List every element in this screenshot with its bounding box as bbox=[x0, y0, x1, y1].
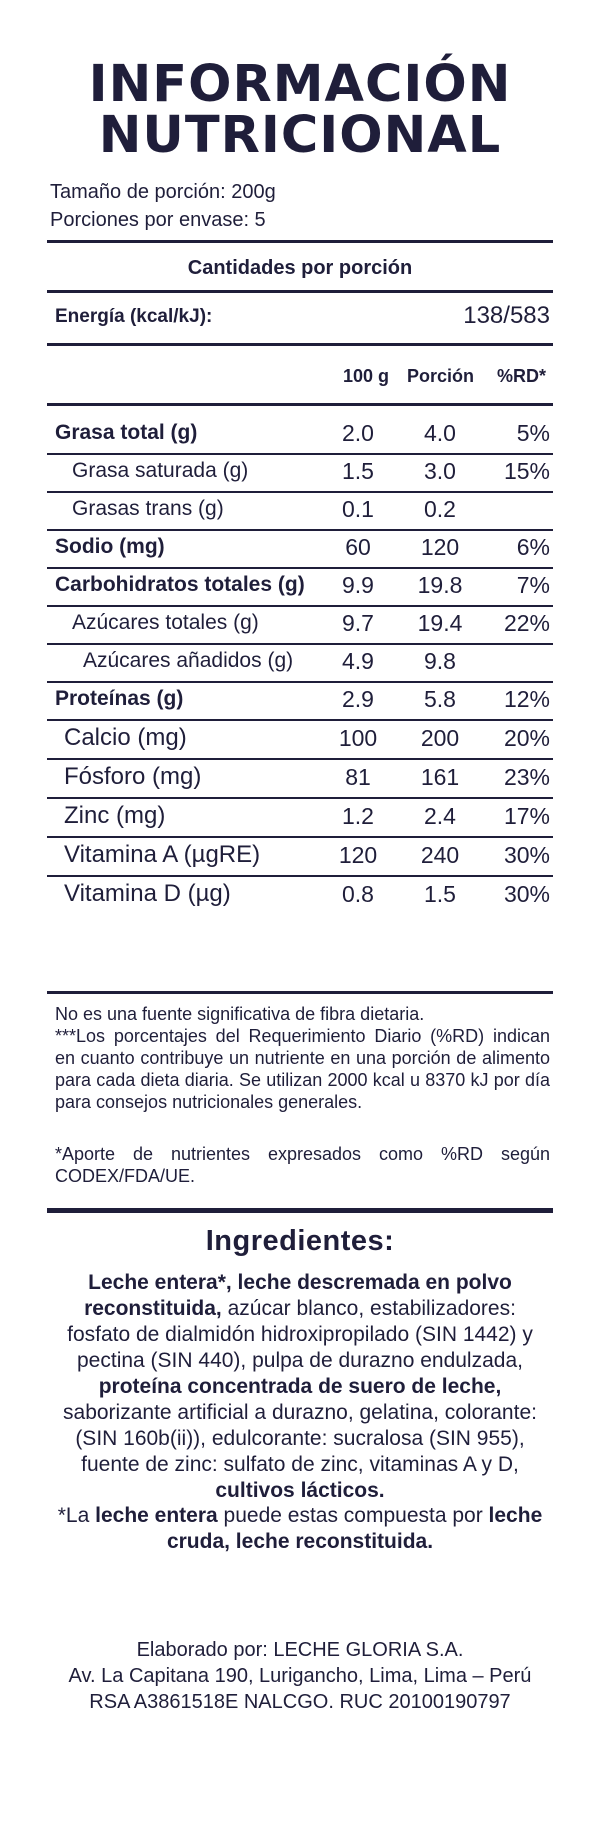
value-per-100g: 4.9 bbox=[342, 648, 374, 674]
whole-milk-note-b: leche entera bbox=[95, 1504, 218, 1527]
manufacturer-info: Elaborado por: LECHE GLORIA S.A. Av. La … bbox=[60, 1637, 540, 1715]
value-rd-percent: 17% bbox=[503, 803, 550, 829]
energy-value: 138/583 bbox=[463, 302, 550, 329]
nutrient-name: Grasas trans (g) bbox=[72, 497, 224, 520]
divider bbox=[47, 240, 553, 243]
column-header-rd: %RD* bbox=[497, 366, 547, 386]
value-per-100g: 0.8 bbox=[342, 881, 374, 907]
title-line-1: INFORMACIÓN bbox=[88, 55, 512, 114]
rd-explanation-note: ***Los porcentajes del Requerimiento Dia… bbox=[55, 1026, 550, 1112]
value-rd-percent: 5% bbox=[516, 420, 550, 446]
nutrient-name: Carbohidratos totales (g) bbox=[55, 573, 305, 596]
nutrient-name: Fósforo (mg) bbox=[64, 763, 202, 790]
value-per-100g: 1.2 bbox=[342, 803, 374, 829]
codex-note: *Aporte de nutrientes expresados como %R… bbox=[55, 1144, 550, 1186]
value-per-100g: 60 bbox=[345, 534, 371, 560]
value-rd-percent: 6% bbox=[516, 534, 550, 560]
value-per-portion: 0.2 bbox=[424, 496, 456, 522]
row-divider bbox=[47, 529, 553, 531]
value-rd-percent: 22% bbox=[503, 610, 550, 636]
value-per-100g: 100 bbox=[338, 725, 378, 751]
ingredient-bold-3: proteína concentrada de suero de leche, bbox=[98, 1375, 502, 1398]
value-per-portion: 240 bbox=[420, 842, 460, 868]
ingredients-title: Ingredientes: bbox=[205, 1225, 395, 1257]
column-header-portion: Porción bbox=[407, 366, 475, 386]
value-per-100g: 0.1 bbox=[342, 496, 374, 522]
value-per-portion: 200 bbox=[420, 725, 460, 751]
row-divider bbox=[47, 567, 553, 569]
value-rd-percent: 23% bbox=[503, 764, 550, 790]
value-per-100g: 81 bbox=[345, 764, 371, 790]
value-rd-percent: 7% bbox=[516, 572, 550, 598]
nutrient-name: Sodio (mg) bbox=[55, 535, 165, 558]
thick-divider bbox=[47, 1208, 553, 1213]
servings-per-container: Porciones por envase: 5 bbox=[50, 209, 266, 231]
nutrient-name: Azúcares añadidos (g) bbox=[83, 649, 294, 672]
value-rd-percent: 15% bbox=[503, 458, 550, 484]
nutrient-name: Grasa total (g) bbox=[55, 421, 198, 444]
ingredients-list: Leche entera*, leche descremada en polvo… bbox=[50, 1270, 550, 1504]
value-per-portion: 120 bbox=[420, 534, 460, 560]
value-per-portion: 2.4 bbox=[424, 803, 456, 829]
ingredient-text-2: azúcar blanco, estabilizadores: fosfato … bbox=[67, 1297, 533, 1372]
value-per-portion: 1.5 bbox=[424, 881, 456, 907]
value-per-100g: 9.9 bbox=[342, 572, 374, 598]
serving-size: Tamaño de porción: 200g bbox=[50, 181, 276, 203]
row-divider bbox=[47, 875, 553, 877]
value-per-portion: 19.4 bbox=[417, 610, 463, 636]
value-rd-percent: 20% bbox=[503, 725, 550, 751]
value-per-100g: 2.0 bbox=[342, 420, 374, 446]
row-divider bbox=[47, 605, 553, 607]
whole-milk-note-a: *La bbox=[57, 1504, 96, 1527]
value-per-100g: 1.5 bbox=[342, 458, 374, 484]
manufacturer-line-3: RSA A3861518E NALCGO. RUC 20100190797 bbox=[89, 1691, 511, 1713]
value-rd-percent: 30% bbox=[503, 842, 550, 868]
value-per-portion: 4.0 bbox=[424, 420, 456, 446]
nutrient-name: Vitamina A (µgRE) bbox=[64, 841, 261, 868]
row-divider bbox=[47, 643, 553, 645]
nutrient-name: Zinc (mg) bbox=[64, 802, 166, 829]
value-per-portion: 3.0 bbox=[424, 458, 456, 484]
value-per-100g: 2.9 bbox=[342, 686, 374, 712]
value-per-portion: 161 bbox=[420, 764, 460, 790]
nutrient-name: Vitamina D (µg) bbox=[64, 880, 231, 907]
value-rd-percent: 12% bbox=[503, 686, 550, 712]
value-rd-percent: 30% bbox=[503, 881, 550, 907]
nutrient-name: Azúcares totales (g) bbox=[72, 611, 259, 634]
row-divider bbox=[47, 681, 553, 683]
row-divider bbox=[47, 797, 553, 799]
value-per-portion: 19.8 bbox=[417, 572, 463, 598]
ingredient-bold-1: Leche entera*, leche descremada en polvo… bbox=[84, 1271, 512, 1320]
energy-label: Energía (kcal/kJ): bbox=[55, 306, 213, 327]
nutrient-name: Proteínas (g) bbox=[55, 687, 184, 710]
whole-milk-note-d: leche cruda, leche reconstituida. bbox=[166, 1504, 543, 1553]
value-per-portion: 9.8 bbox=[424, 648, 456, 674]
nutrient-name: Calcio (mg) bbox=[64, 724, 187, 751]
row-divider bbox=[47, 453, 553, 455]
row-divider bbox=[47, 836, 553, 838]
nutrient-name: Grasa saturada (g) bbox=[72, 459, 249, 482]
amounts-per-serving-header: Cantidades por porción bbox=[187, 257, 413, 279]
fiber-note: No es una fuente significativa de fibra … bbox=[55, 1004, 425, 1024]
manufacturer-line-2: Av. La Capitana 190, Lurigancho, Lima, L… bbox=[68, 1665, 532, 1687]
divider bbox=[47, 403, 553, 406]
column-header-100g: 100 g bbox=[343, 366, 390, 386]
divider bbox=[47, 991, 553, 994]
row-divider bbox=[47, 719, 553, 721]
divider bbox=[47, 290, 553, 293]
value-per-portion: 5.8 bbox=[424, 686, 456, 712]
ingredient-text-4: saborizante artificial a durazno, gelati… bbox=[63, 1401, 537, 1476]
ingredient-bold-5: cultivos lácticos. bbox=[215, 1479, 385, 1502]
whole-milk-note-c: puede estas compuesta por bbox=[217, 1504, 489, 1527]
row-divider bbox=[47, 491, 553, 493]
row-divider bbox=[47, 758, 553, 760]
value-per-100g: 9.7 bbox=[342, 610, 374, 636]
manufacturer-line-1: Elaborado por: LECHE GLORIA S.A. bbox=[136, 1639, 464, 1661]
title-line-2: NUTRICIONAL bbox=[98, 106, 502, 165]
nutrient-table: Grasa total (g) 2.0 4.0 5% Grasa saturada (g… bbox=[47, 420, 553, 907]
value-per-100g: 120 bbox=[338, 842, 378, 868]
whole-milk-note: *La leche entera puede estas compuesta p… bbox=[50, 1503, 550, 1555]
divider bbox=[47, 343, 553, 346]
